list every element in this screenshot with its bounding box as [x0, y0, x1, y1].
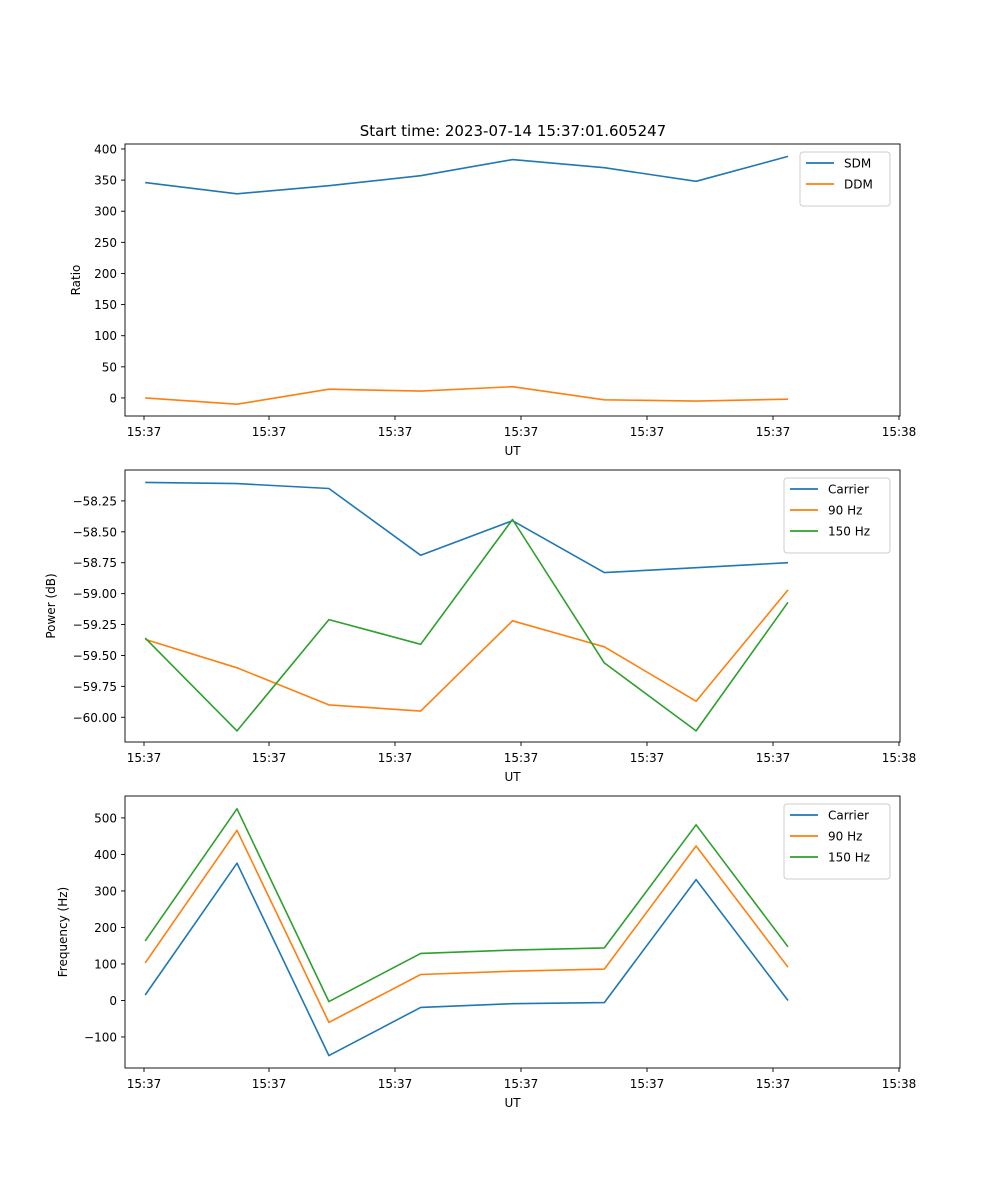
x-tick-label: 15:37 [504, 1077, 539, 1091]
x-axis-label: UT [504, 444, 521, 458]
series-line-carrier [145, 481, 789, 574]
x-tick-label: 15:37 [378, 1077, 413, 1091]
series-line-90-hz [144, 589, 789, 712]
series-line-ddm [145, 385, 789, 406]
charts-group: 15:37 15:37 15:37 15:37 15:37 15:37 15:38 0 50 10… [44, 142, 916, 1110]
y-tick-label: −60.00 [73, 711, 117, 725]
series-line-150-hz [144, 518, 789, 732]
y-tick-label: −58.25 [73, 494, 117, 508]
y-tick-label: 50 [102, 360, 117, 374]
legend-box [783, 477, 891, 554]
subplot-3: 15:37 15:37 15:37 15:37 15:37 15:37 15:38 −100 0… [56, 795, 917, 1110]
series-line-90-hz [144, 829, 789, 1024]
x-tick-label: 15:38 [882, 1077, 917, 1091]
y-tick-label: −59.75 [73, 680, 117, 694]
legend-label: 90 Hz [828, 504, 862, 518]
legend: SDM DDM [799, 151, 891, 207]
x-tick-label: 15:37 [504, 425, 539, 439]
x-axis-label: UT [504, 1096, 521, 1110]
x-tick-label: 15:37 [378, 425, 413, 439]
y-tick-label: 250 [94, 236, 117, 250]
y-tick-label: 500 [94, 811, 117, 825]
x-tick-label: 15:37 [630, 1077, 665, 1091]
y-tick-label: −59.00 [73, 587, 117, 601]
x-tick-label: 15:37 [127, 1077, 162, 1091]
y-tick-label: 0 [109, 994, 117, 1008]
legend-box [799, 151, 891, 207]
y-tick-label: 150 [94, 298, 117, 312]
y-tick-label: −58.75 [73, 556, 117, 570]
series-line-carrier [144, 862, 789, 1057]
y-axis-label: Ratio [69, 265, 83, 296]
legend-label: 150 Hz [828, 525, 870, 539]
legend-label: 150 Hz [828, 851, 870, 865]
subplot-2: 15:37 15:37 15:37 15:37 15:37 15:37 15:38 −60.0… [44, 469, 917, 784]
y-tick-label: 300 [94, 884, 117, 898]
x-axis-label: UT [504, 770, 521, 784]
y-axis-label: Power (dB) [44, 573, 58, 638]
axes-frame [124, 469, 901, 743]
x-tick-label: 15:37 [756, 1077, 791, 1091]
x-tick-label: 15:37 [252, 1077, 287, 1091]
series-line-150-hz [144, 807, 789, 1003]
chart-title: Start time: 2023-07-14 15:37:01.605247 [360, 122, 666, 140]
x-tick-label: 15:37 [252, 425, 287, 439]
y-tick-label: 300 [94, 205, 117, 219]
x-tick-label: 15:37 [504, 751, 539, 765]
legend-label: SDM [844, 157, 871, 171]
legend-box [783, 803, 891, 880]
y-axis-label: Frequency (Hz) [56, 887, 70, 978]
y-tick-label: 350 [94, 174, 117, 188]
x-tick-label: 15:37 [756, 425, 791, 439]
x-tick-label: 15:37 [756, 751, 791, 765]
y-tick-label: −59.50 [73, 649, 117, 663]
x-tick-label: 15:37 [378, 751, 413, 765]
x-tick-label: 15:37 [127, 751, 162, 765]
x-tick-label: 15:37 [252, 751, 287, 765]
y-tick-label: 200 [94, 921, 117, 935]
axes-frame [124, 795, 901, 1069]
y-tick-label: −58.50 [73, 525, 117, 539]
legend-label: Carrier [828, 809, 869, 823]
y-tick-label: −59.25 [73, 618, 117, 632]
legend-label: 90 Hz [828, 830, 862, 844]
y-tick-label: 0 [109, 391, 117, 405]
legend-label: Carrier [828, 483, 869, 497]
subplot-1: 15:37 15:37 15:37 15:37 15:37 15:37 15:38 0 50 10… [69, 142, 916, 458]
y-tick-label: 100 [94, 329, 117, 343]
y-tick-label: 400 [94, 142, 117, 156]
y-tick-label: −100 [84, 1030, 117, 1044]
legend: Carrier 90 Hz 150 Hz [783, 803, 891, 880]
x-tick-label: 15:37 [630, 751, 665, 765]
x-tick-label: 15:38 [882, 425, 917, 439]
legend: Carrier 90 Hz 150 Hz [783, 477, 891, 554]
legend-label: DDM [844, 178, 873, 192]
y-tick-label: 400 [94, 848, 117, 862]
axes-frame [124, 143, 901, 417]
y-tick-label: 200 [94, 267, 117, 281]
x-tick-label: 15:37 [630, 425, 665, 439]
series-line-sdm [145, 155, 789, 195]
x-tick-label: 15:38 [882, 751, 917, 765]
x-tick-label: 15:37 [127, 425, 162, 439]
y-tick-label: 100 [94, 957, 117, 971]
